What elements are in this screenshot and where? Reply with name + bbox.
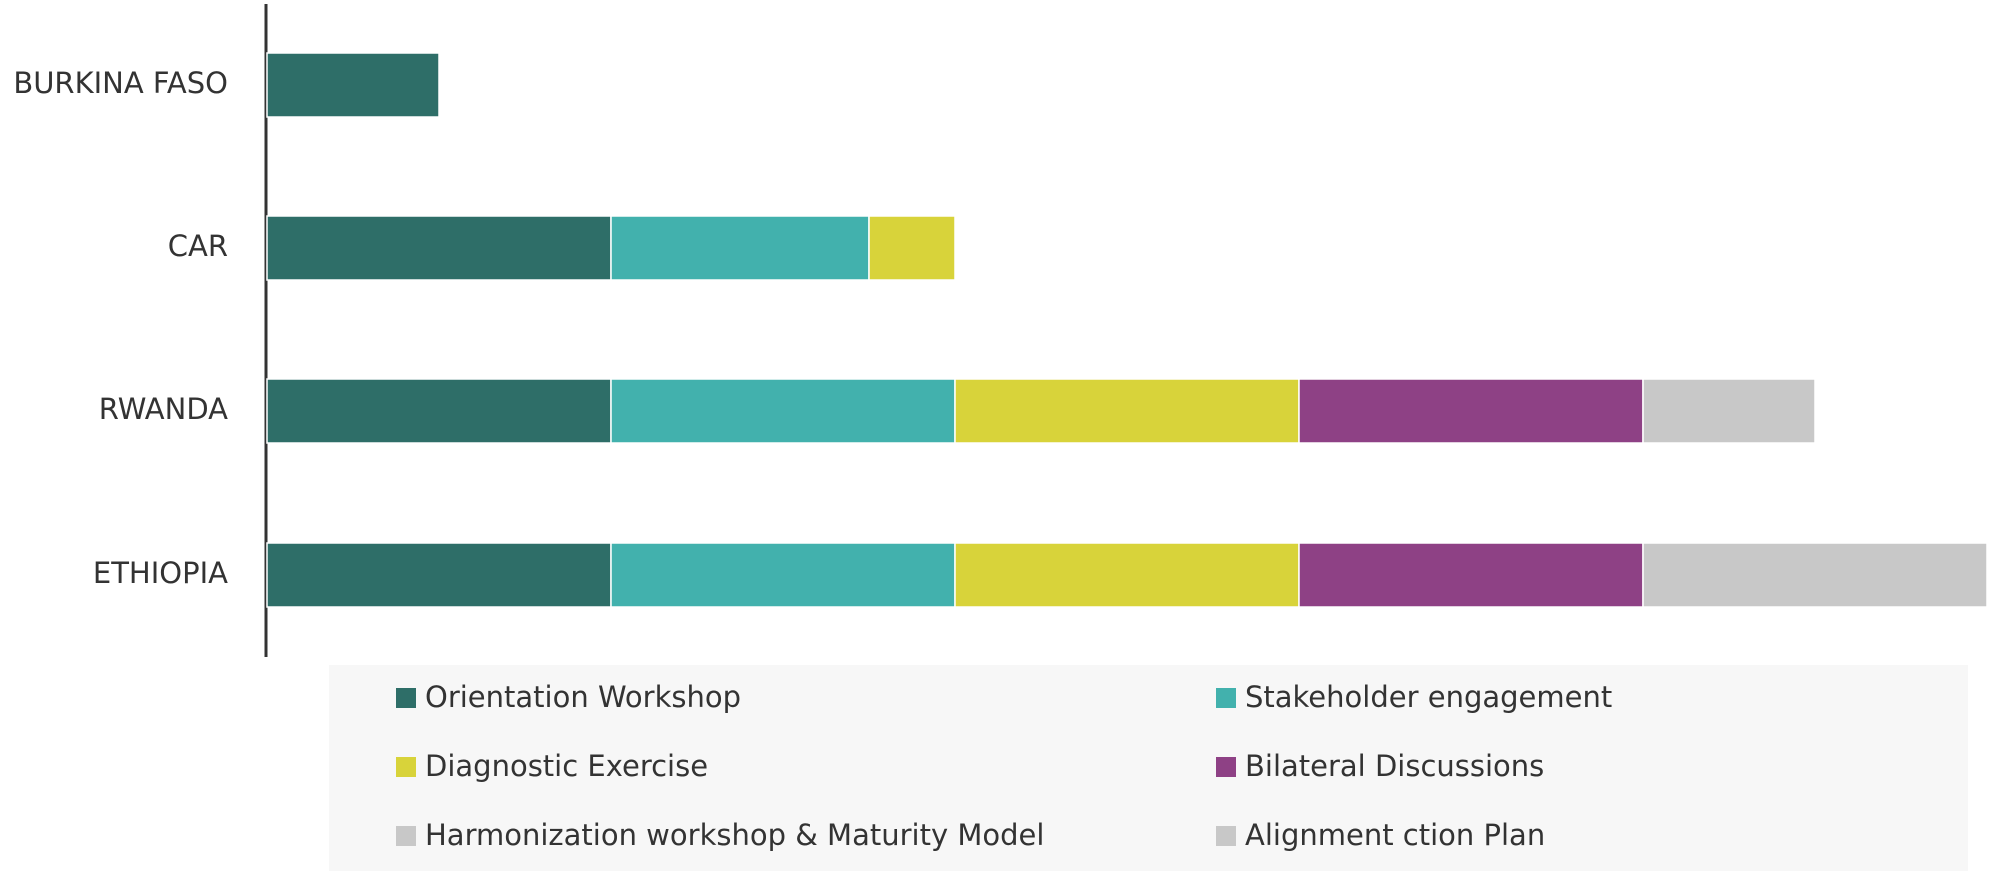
legend-label: Harmonization workshop & Maturity Model: [425, 818, 1044, 852]
bar-segment: [266, 542, 612, 608]
legend-swatch: [396, 688, 416, 708]
legend-swatch: [1216, 688, 1236, 708]
legend-label: Orientation Workshop: [425, 680, 741, 714]
bar-segment: [266, 215, 612, 281]
y-tick-label: RWANDA: [99, 392, 228, 426]
legend-swatch: [396, 757, 416, 777]
legend-swatch: [1216, 757, 1236, 777]
legend-swatch: [1216, 826, 1236, 846]
bar-segment: [610, 215, 870, 281]
legend-swatch: [396, 826, 416, 846]
legend-label: Stakeholder engagement: [1245, 680, 1612, 714]
bar-segment: [868, 215, 956, 281]
bar-segment: [610, 542, 956, 608]
y-tick-label: BURKINA FASO: [13, 66, 228, 100]
bar-segment: [1642, 542, 1988, 608]
legend-label: Alignment ction Plan: [1245, 818, 1545, 852]
bar-segment: [1298, 378, 1644, 444]
bar-segment: [1642, 378, 1816, 444]
y-tick-label: ETHIOPIA: [93, 556, 228, 590]
bar-segment: [954, 542, 1300, 608]
legend-label: Diagnostic Exercise: [425, 749, 708, 783]
bar-segment: [954, 378, 1300, 444]
legend-label: Bilateral Discussions: [1245, 749, 1544, 783]
bar-segment: [1298, 542, 1644, 608]
bar-segment: [610, 378, 956, 444]
legend-box: [329, 665, 1968, 871]
bar-segment: [266, 52, 440, 118]
y-tick-label: CAR: [168, 229, 228, 263]
bar-segment: [266, 378, 612, 444]
